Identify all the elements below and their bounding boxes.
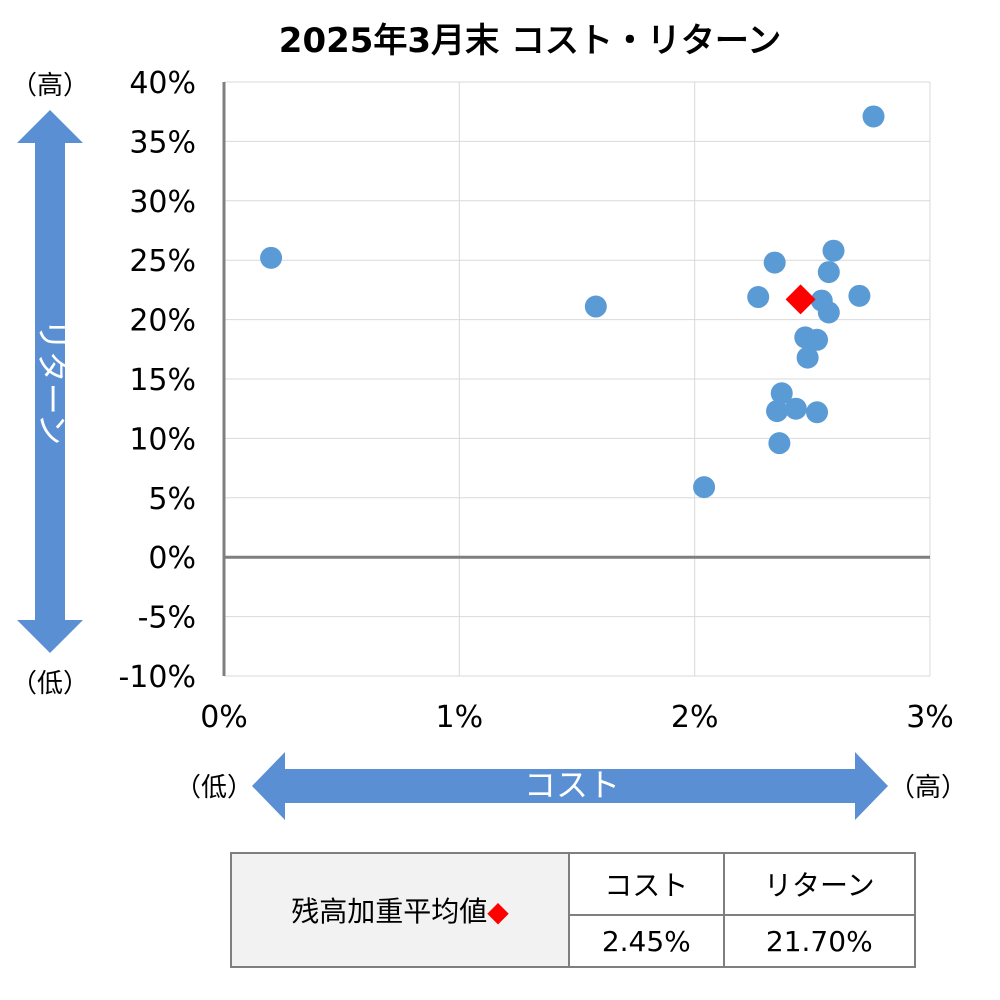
grid xyxy=(224,81,931,677)
data-point xyxy=(584,295,607,318)
data-point xyxy=(766,400,789,423)
data-points xyxy=(260,105,885,499)
data-point xyxy=(770,382,793,405)
data-point xyxy=(260,246,283,269)
y-tick-label: 30% xyxy=(129,185,196,220)
x-axis-low-label: （低） xyxy=(175,773,253,803)
x-axis-high-label: （高） xyxy=(889,773,967,803)
weighted-average-label-cell: 残高加重平均値◆ xyxy=(230,852,570,968)
data-point xyxy=(768,432,791,455)
y-axis-double-arrow-shape xyxy=(17,110,83,653)
y-tick-label: 40% xyxy=(129,66,196,101)
data-point xyxy=(862,105,885,128)
y-axis-arrow: リターン xyxy=(17,110,83,653)
y-axis-label: リターン xyxy=(33,319,71,445)
data-point xyxy=(806,401,829,424)
return-header: リターン xyxy=(722,851,917,917)
x-axis-arrow: コスト xyxy=(252,752,888,820)
data-point xyxy=(784,397,807,420)
y-tick-label: 0% xyxy=(148,541,196,576)
data-point xyxy=(822,239,845,262)
x-tick-label: 0% xyxy=(200,700,248,735)
data-point xyxy=(817,301,840,324)
data-point xyxy=(693,476,716,499)
data-point xyxy=(806,328,829,351)
x-tick-label: 1% xyxy=(436,700,484,735)
y-tick-label: 5% xyxy=(148,482,196,517)
data-point xyxy=(763,251,786,274)
chart-title: 2025年3月末 コスト・リターン xyxy=(279,21,781,61)
y-tick-label: 15% xyxy=(129,363,196,398)
data-point xyxy=(848,284,871,307)
y-tick-label: 10% xyxy=(129,422,196,457)
y-tick-label: 25% xyxy=(129,244,196,279)
x-axis-label: コスト xyxy=(524,766,620,804)
x-tick-label: 3% xyxy=(906,700,954,735)
weighted-average-marker xyxy=(785,284,816,315)
data-point xyxy=(796,346,819,369)
cost-value: 2.45% xyxy=(568,914,725,968)
data-point xyxy=(747,286,770,309)
y-tick-label: -10% xyxy=(118,660,196,695)
y-tick-labels: 40% 35% 30% 25% 20% 15% 10% 5% 0% -5% -10% xyxy=(118,66,196,695)
y-axis-high-label: （高） xyxy=(11,71,89,101)
red-diamond-icon: ◆ xyxy=(487,895,509,928)
data-point xyxy=(817,261,840,284)
y-tick-label: 20% xyxy=(129,304,196,339)
cost-header: コスト xyxy=(568,851,725,917)
y-tick-label: -5% xyxy=(138,601,196,636)
y-axis-low-label: （低） xyxy=(11,669,89,699)
weighted-average-table: 残高加重平均値◆ コスト リターン 2.45% 21.70% xyxy=(230,851,917,968)
x-tick-label: 2% xyxy=(671,700,719,735)
x-tick-labels: 0% 1% 2% 3% xyxy=(200,700,954,735)
y-tick-label: 35% xyxy=(129,125,196,160)
return-value: 21.70% xyxy=(722,914,917,968)
weighted-average-label: 残高加重平均値 xyxy=(291,895,488,928)
axes xyxy=(222,82,930,676)
x-axis-double-arrow-shape xyxy=(252,752,888,820)
scatter-chart: 2025年3月末 コスト・リターン 40% 35% 30% 25% 20% 15% 10% 5… xyxy=(11,21,967,820)
